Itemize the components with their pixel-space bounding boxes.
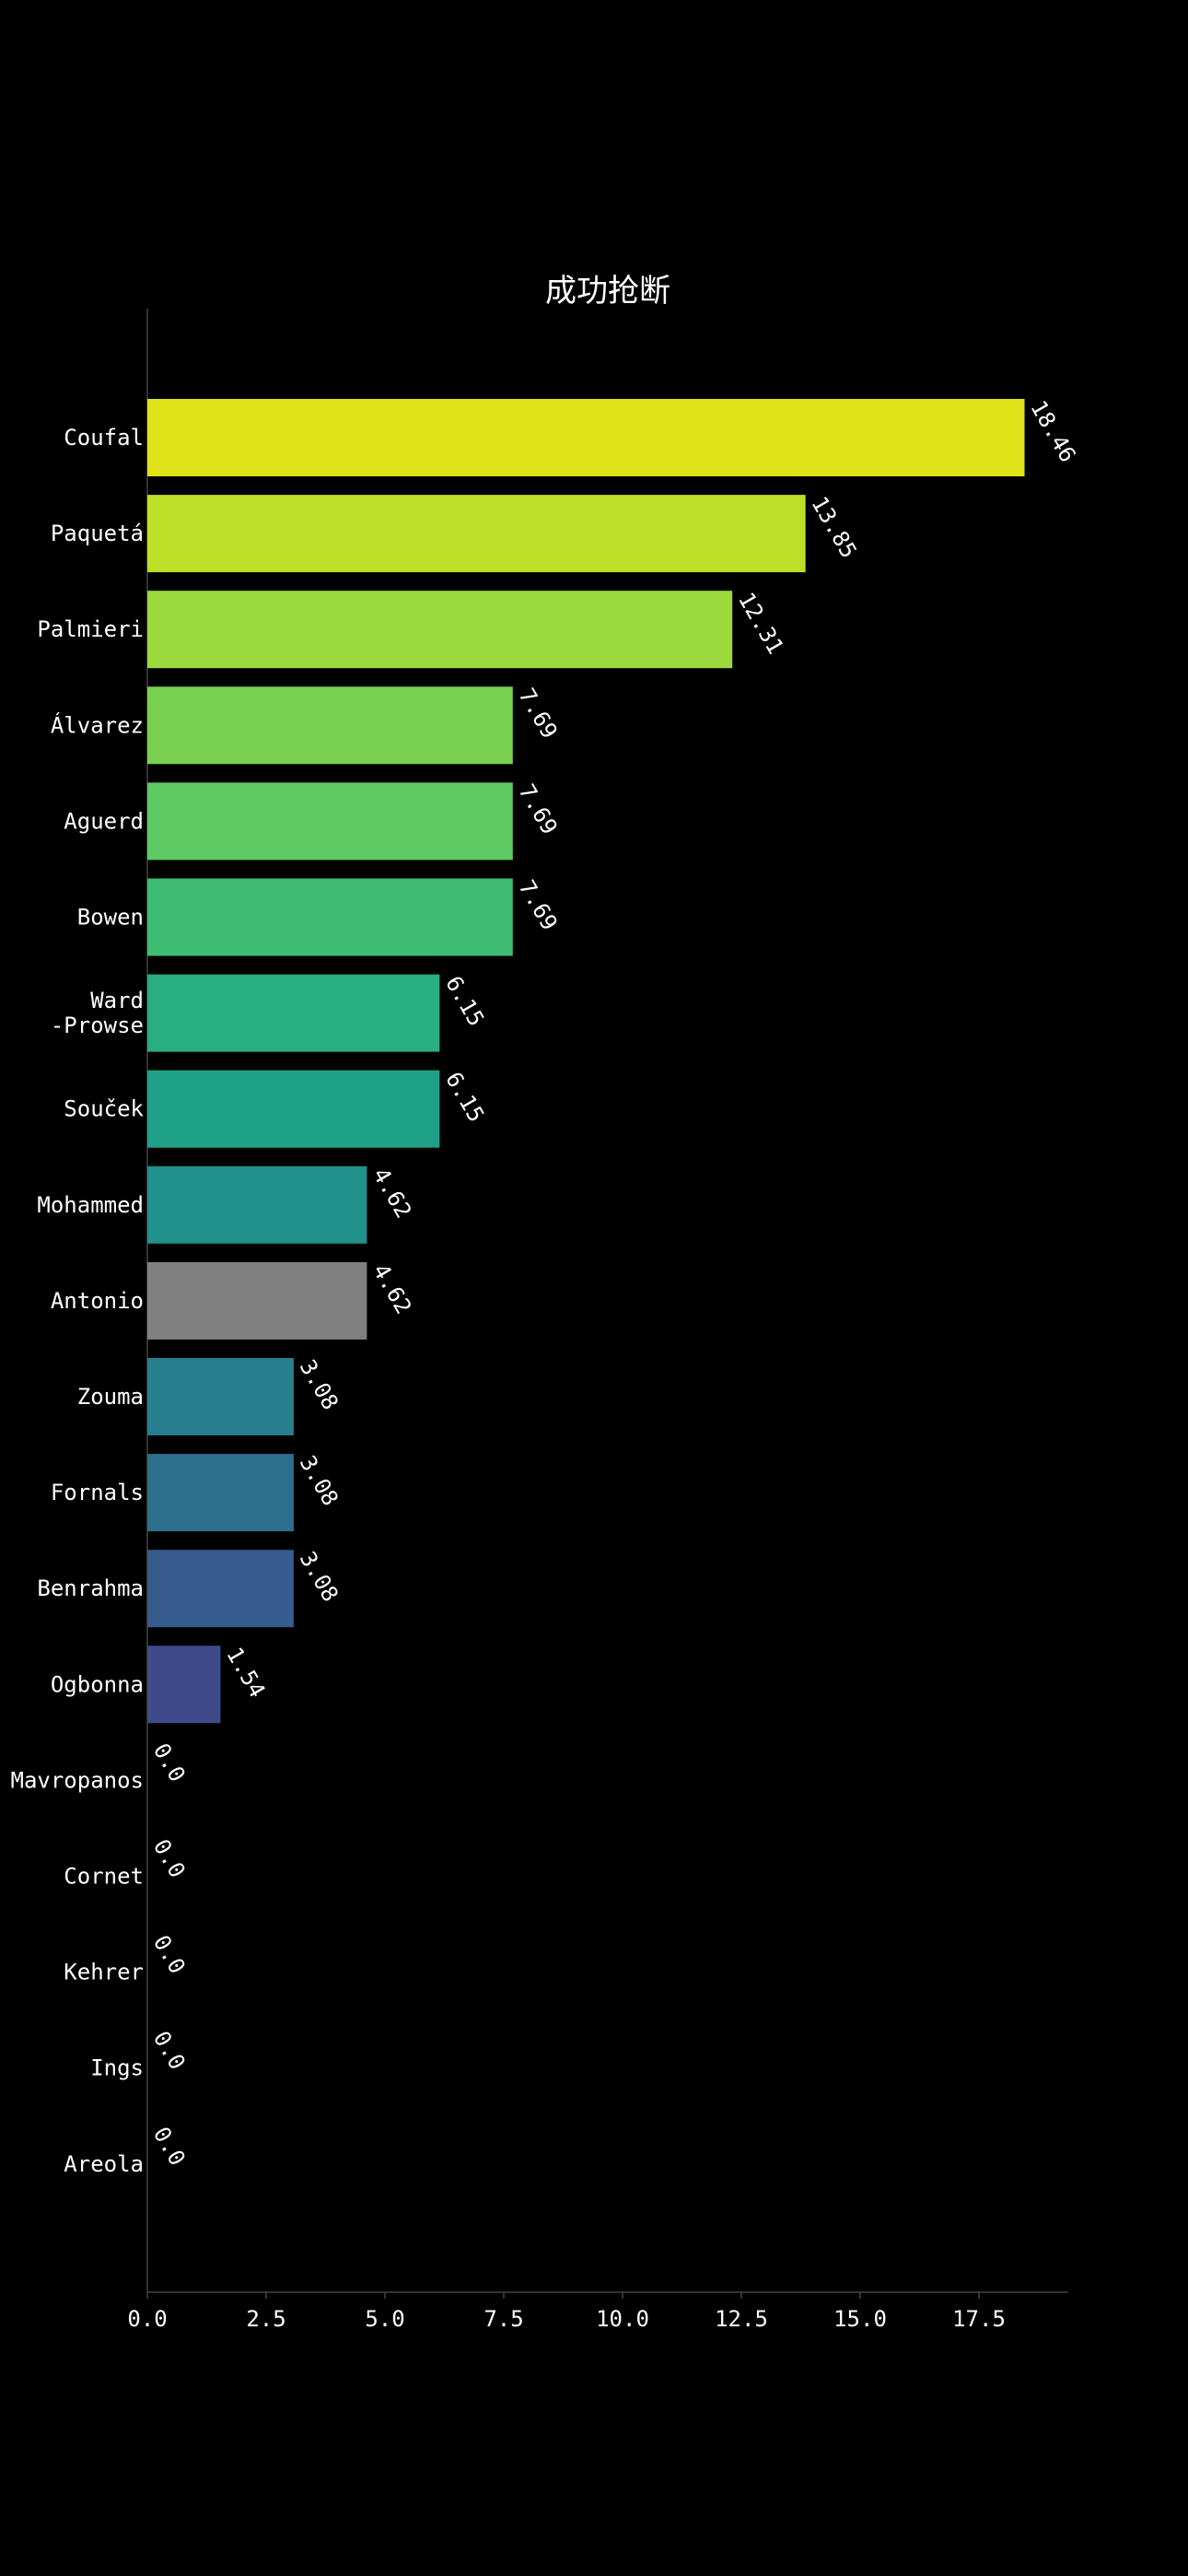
x-tick-label: 15.0 — [833, 2306, 887, 2332]
category-label: Fornals — [51, 1480, 144, 1505]
x-tick-label: 10.0 — [596, 2306, 649, 2332]
value-label: 7.69 — [514, 684, 563, 743]
bar — [147, 1454, 294, 1532]
category-label: Ings — [90, 2055, 144, 2081]
value-label: 0.0 — [148, 1835, 191, 1883]
category-label: Antonio — [51, 1288, 144, 1314]
x-tick-label: 7.5 — [483, 2306, 523, 2332]
category-label: Benrahma — [37, 1575, 144, 1601]
bar — [147, 686, 513, 765]
value-label: 4.62 — [367, 1259, 416, 1318]
category-label: Mohammed — [37, 1192, 144, 1218]
plot-area: 0.0 2.5 5.0 7.5 10.0 12.5 15.0 17.5 Coufal 18.46 P… — [11, 309, 1081, 2332]
x-tick-label: 12.5 — [715, 2306, 768, 2332]
category-label: Areola — [64, 2151, 144, 2177]
x-tick-label: 0.0 — [127, 2306, 167, 2332]
category-label: Álvarez — [51, 711, 144, 738]
bar — [147, 399, 1025, 476]
bar — [147, 878, 513, 956]
category-label: Ogbonna — [51, 1671, 144, 1697]
value-label: 13.85 — [806, 492, 861, 563]
bar — [147, 1550, 294, 1628]
value-label: 1.54 — [221, 1643, 270, 1702]
value-label: 0.0 — [148, 1739, 191, 1786]
bar — [147, 591, 733, 669]
value-label: 3.08 — [295, 1355, 344, 1414]
bar — [147, 1261, 367, 1340]
category-label: Bowen — [77, 905, 144, 931]
value-label: 3.08 — [295, 1547, 344, 1606]
category-label: Cornet — [64, 1864, 144, 1890]
value-label: 7.69 — [514, 876, 563, 935]
x-tick-label: 2.5 — [246, 2306, 285, 2332]
bar — [147, 1358, 294, 1435]
value-label: 0.0 — [148, 2027, 191, 2075]
value-label: 0.0 — [148, 2123, 191, 2171]
category-label: Zouma — [77, 1384, 144, 1410]
value-label: 6.15 — [440, 972, 489, 1031]
category-label: Kehrer — [64, 1960, 144, 1985]
chart-title: 成功抢断 — [545, 273, 670, 310]
value-label: 4.62 — [367, 1164, 416, 1223]
category-label: Paquetá — [51, 521, 144, 546]
category-label: Ward -Prowse — [51, 988, 144, 1038]
x-tick-label: 5.0 — [365, 2306, 404, 2332]
value-label: 6.15 — [440, 1068, 489, 1127]
x-tick-label: 17.5 — [952, 2306, 1006, 2332]
value-label: 18.46 — [1025, 396, 1080, 467]
bar — [147, 1165, 367, 1244]
category-label: Coufal — [64, 425, 144, 451]
value-label: 7.69 — [514, 779, 563, 838]
value-label: 12.31 — [733, 588, 788, 659]
value-label: 0.0 — [148, 1931, 191, 1979]
value-label: 3.08 — [295, 1451, 344, 1510]
bar — [147, 1070, 440, 1148]
category-label: Aguerd — [64, 808, 144, 834]
bar — [147, 782, 513, 861]
category-label: Mavropanos — [11, 1767, 145, 1793]
category-label: Palmieri — [37, 616, 144, 642]
bar — [147, 974, 440, 1052]
bar — [147, 1645, 221, 1724]
category-label: Souček — [64, 1096, 144, 1122]
bar — [147, 495, 806, 573]
